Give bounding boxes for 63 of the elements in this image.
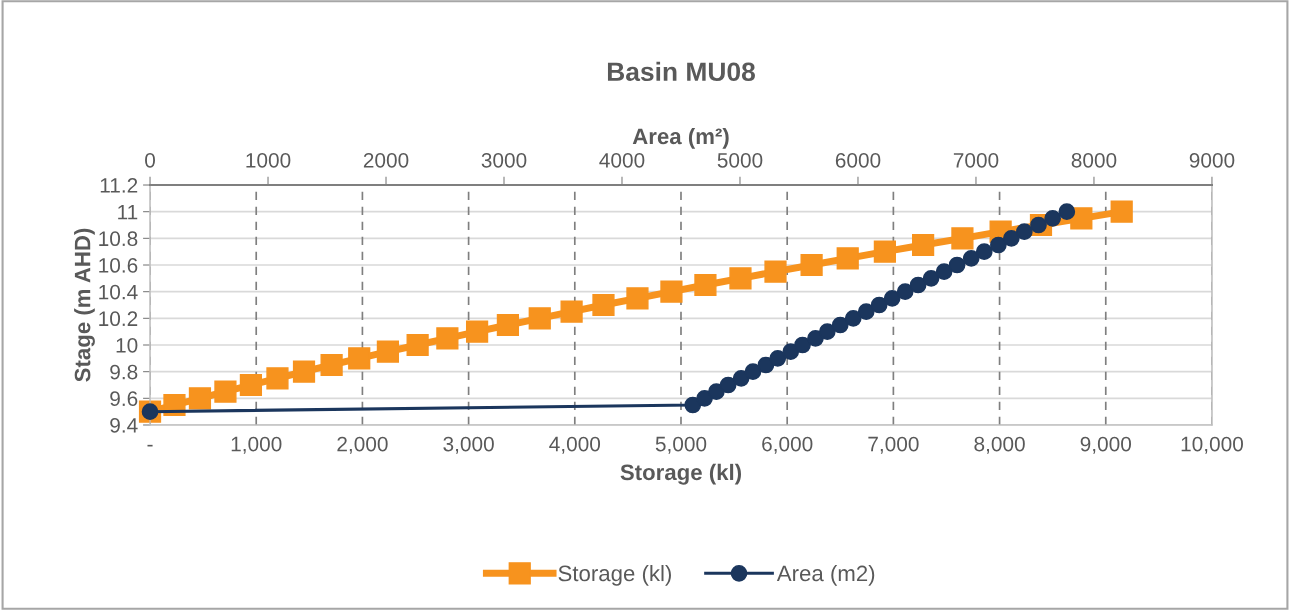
x-tick-label: 2,000 bbox=[337, 436, 388, 454]
x2-tick-label: 6000 bbox=[835, 152, 881, 168]
point bbox=[292, 360, 316, 383]
x-axis-title: Storage (kl) bbox=[620, 463, 742, 485]
point bbox=[836, 247, 859, 270]
x-tick-label: - bbox=[147, 444, 153, 447]
x2-tick-label: 4000 bbox=[599, 152, 645, 168]
legend-label: Storage (kl) bbox=[558, 564, 671, 586]
point bbox=[528, 307, 551, 330]
point bbox=[951, 227, 974, 250]
y-tick-label: 9.4 bbox=[110, 417, 138, 433]
point bbox=[1110, 200, 1133, 223]
y-tick-label: 9.8 bbox=[110, 364, 138, 380]
y-tick-label: 11 bbox=[118, 204, 138, 220]
legend-label: Area (m2) bbox=[776, 564, 875, 586]
x-tick-label: 6,000 bbox=[762, 436, 813, 454]
y-tick-label: 9.6 bbox=[110, 391, 138, 407]
point bbox=[560, 300, 583, 323]
y-tick-label: 10.8 bbox=[99, 231, 138, 247]
x2-tick-label: 5000 bbox=[717, 152, 763, 168]
point bbox=[436, 327, 459, 350]
point bbox=[348, 347, 371, 370]
y-tick-label: 10.4 bbox=[99, 284, 138, 300]
x2-tick-label: 0 bbox=[145, 152, 156, 168]
point bbox=[873, 240, 896, 263]
x2-tick-label: 8000 bbox=[1071, 152, 1117, 168]
point bbox=[694, 273, 717, 297]
x-tick-label: 8,000 bbox=[974, 436, 1025, 454]
y-axis-title: Stage (m AHD) bbox=[74, 228, 95, 382]
point bbox=[239, 373, 263, 397]
point bbox=[406, 333, 429, 357]
x2-tick-label: 1000 bbox=[246, 152, 291, 168]
x-tick-label: 4,000 bbox=[549, 436, 601, 454]
y-tick-label: 10.2 bbox=[99, 311, 138, 327]
x2-tick-label: 3000 bbox=[481, 152, 527, 168]
point bbox=[911, 233, 935, 257]
x-tick-label: 9,000 bbox=[1080, 436, 1132, 454]
x2-axis-title: Area (m²) bbox=[632, 127, 729, 149]
x-tick-label: 1,000 bbox=[231, 436, 282, 454]
point bbox=[214, 380, 237, 403]
point bbox=[729, 267, 752, 290]
point bbox=[320, 353, 343, 377]
chart-title: Basin MU08 bbox=[607, 61, 755, 82]
x-tick-label: 3,000 bbox=[443, 436, 494, 454]
y-tick-label: 10 bbox=[116, 338, 138, 353]
point bbox=[496, 313, 520, 337]
y-tick-label: 11.2 bbox=[100, 178, 138, 193]
x-tick-label: 5,000 bbox=[655, 436, 707, 454]
point bbox=[764, 260, 787, 283]
x2-tick-label: 7000 bbox=[953, 152, 999, 168]
point bbox=[800, 253, 823, 277]
point bbox=[188, 387, 212, 410]
point bbox=[266, 367, 289, 390]
x-tick-label: 10,000 bbox=[1181, 436, 1243, 454]
x-tick-label: 7,000 bbox=[868, 436, 919, 454]
y-tick-label: 10.6 bbox=[99, 258, 138, 273]
point bbox=[626, 287, 649, 310]
point bbox=[465, 320, 489, 343]
x2-tick-label: 9000 bbox=[1189, 152, 1235, 168]
x2-tick-label: 2000 bbox=[363, 152, 409, 168]
point bbox=[376, 340, 400, 363]
point bbox=[592, 293, 615, 317]
point bbox=[660, 280, 683, 303]
